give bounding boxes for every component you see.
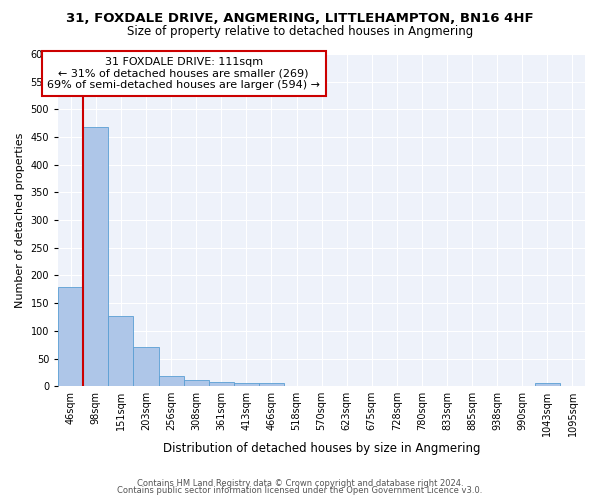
Bar [109,316,133,386]
Bar [158,376,184,386]
Bar [234,384,259,386]
Bar [58,286,83,386]
Y-axis label: Number of detached properties: Number of detached properties [15,132,25,308]
Text: Size of property relative to detached houses in Angmering: Size of property relative to detached ho… [127,25,473,38]
Bar [133,348,158,386]
Bar [209,382,234,386]
Bar [83,127,109,386]
Text: 31, FOXDALE DRIVE, ANGMERING, LITTLEHAMPTON, BN16 4HF: 31, FOXDALE DRIVE, ANGMERING, LITTLEHAMP… [66,12,534,26]
Bar [184,380,209,386]
X-axis label: Distribution of detached houses by size in Angmering: Distribution of detached houses by size … [163,442,481,455]
Text: 31 FOXDALE DRIVE: 111sqm
← 31% of detached houses are smaller (269)
69% of semi-: 31 FOXDALE DRIVE: 111sqm ← 31% of detach… [47,57,320,90]
Bar [259,384,284,386]
Bar [535,383,560,386]
Text: Contains public sector information licensed under the Open Government Licence v3: Contains public sector information licen… [118,486,482,495]
Text: Contains HM Land Registry data © Crown copyright and database right 2024.: Contains HM Land Registry data © Crown c… [137,478,463,488]
